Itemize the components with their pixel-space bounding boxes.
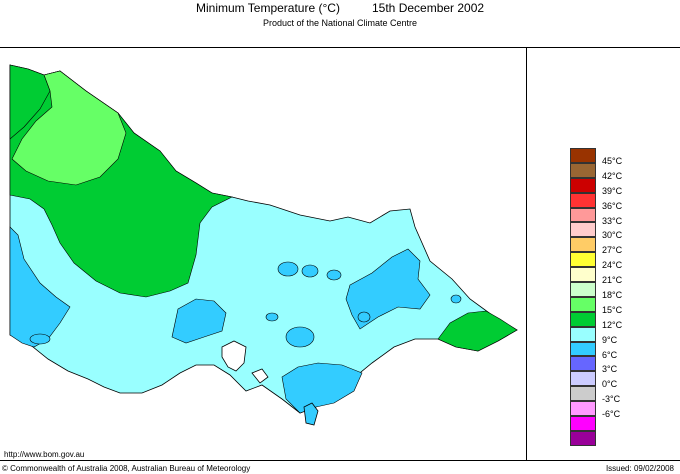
legend-label: 24°C [602, 260, 623, 271]
western-port [251, 368, 269, 384]
legend-swatch [570, 326, 596, 342]
legend-label: 36°C [602, 200, 623, 211]
legend-label: 27°C [602, 245, 623, 256]
source-url[interactable]: http://www.bom.gov.au [4, 450, 85, 459]
legend-label: -6°C [602, 409, 621, 420]
legend-swatch [570, 192, 596, 208]
legend-label: 30°C [602, 230, 623, 241]
port-phillip-bay [221, 340, 247, 372]
legend-label: 39°C [602, 185, 623, 196]
zone-12-15-west [9, 64, 51, 140]
title-row: Minimum Temperature (°C) 15th December 2… [0, 0, 680, 18]
legend-swatch [570, 237, 596, 253]
legend-label: 18°C [602, 290, 623, 301]
zone-9-12-south [281, 362, 363, 414]
legend-swatch [570, 430, 596, 446]
legend-swatch [570, 267, 596, 283]
zone-9-12-patch-h [29, 333, 51, 345]
map-title: Minimum Temperature (°C) [196, 1, 340, 15]
legend-swatch [570, 311, 596, 327]
legend-label: 45°C [602, 156, 623, 166]
map-date: 15th December 2002 [372, 1, 485, 15]
legend-label: 42°C [602, 170, 623, 181]
legend-frame [526, 47, 680, 461]
legend-label: 0°C [602, 379, 618, 390]
copyright-notice: © Commonwealth of Australia 2008, Austra… [2, 464, 251, 473]
legend-label: 15°C [602, 304, 623, 315]
legend-swatch [570, 296, 596, 312]
legend-swatch [570, 177, 596, 193]
legend-label: 3°C [602, 364, 618, 375]
zone-9-12-patch-d [326, 269, 342, 281]
zone-9-12-patch-g [357, 311, 371, 323]
legend-label: 12°C [602, 319, 623, 330]
zone-9-12-patch-e [265, 312, 279, 322]
zone-9-12-northeast [345, 248, 431, 330]
legend-swatch [570, 207, 596, 223]
legend-label: 9°C [602, 334, 618, 345]
legend-swatch [570, 371, 596, 387]
legend-swatch [570, 282, 596, 297]
zone-9-12-central [171, 298, 227, 344]
issued-date: Issued: 09/02/2008 [605, 464, 674, 473]
legend-swatch [570, 386, 596, 402]
legend-label: 33°C [602, 215, 623, 226]
wilsons-promontory [303, 402, 319, 426]
zone-12-15-east [437, 310, 518, 352]
legend-label: 21°C [602, 275, 623, 286]
legend-swatch [570, 162, 596, 178]
zone-15-18-northwest [11, 70, 127, 186]
map-subtitle: Product of the National Climate Centre [262, 18, 418, 28]
legend-swatch [570, 341, 596, 357]
victoria-map [9, 64, 518, 426]
legend-swatch [570, 148, 596, 163]
legend-swatch [570, 356, 596, 372]
map-frame [0, 47, 527, 461]
zone-9-12-patch-f [450, 294, 462, 304]
zone-9-12-patch-c [301, 264, 319, 278]
zone-9-12-patch-b [277, 261, 299, 277]
legend-swatch [570, 222, 596, 238]
zone-9-12-southwest [9, 226, 71, 348]
legend-swatch [570, 252, 596, 268]
legend-swatch [570, 416, 596, 431]
legend-swatch [570, 401, 596, 417]
legend-label: -3°C [602, 394, 621, 405]
legend-label: 6°C [602, 349, 618, 360]
zone-9-12-patch-a [285, 326, 315, 348]
